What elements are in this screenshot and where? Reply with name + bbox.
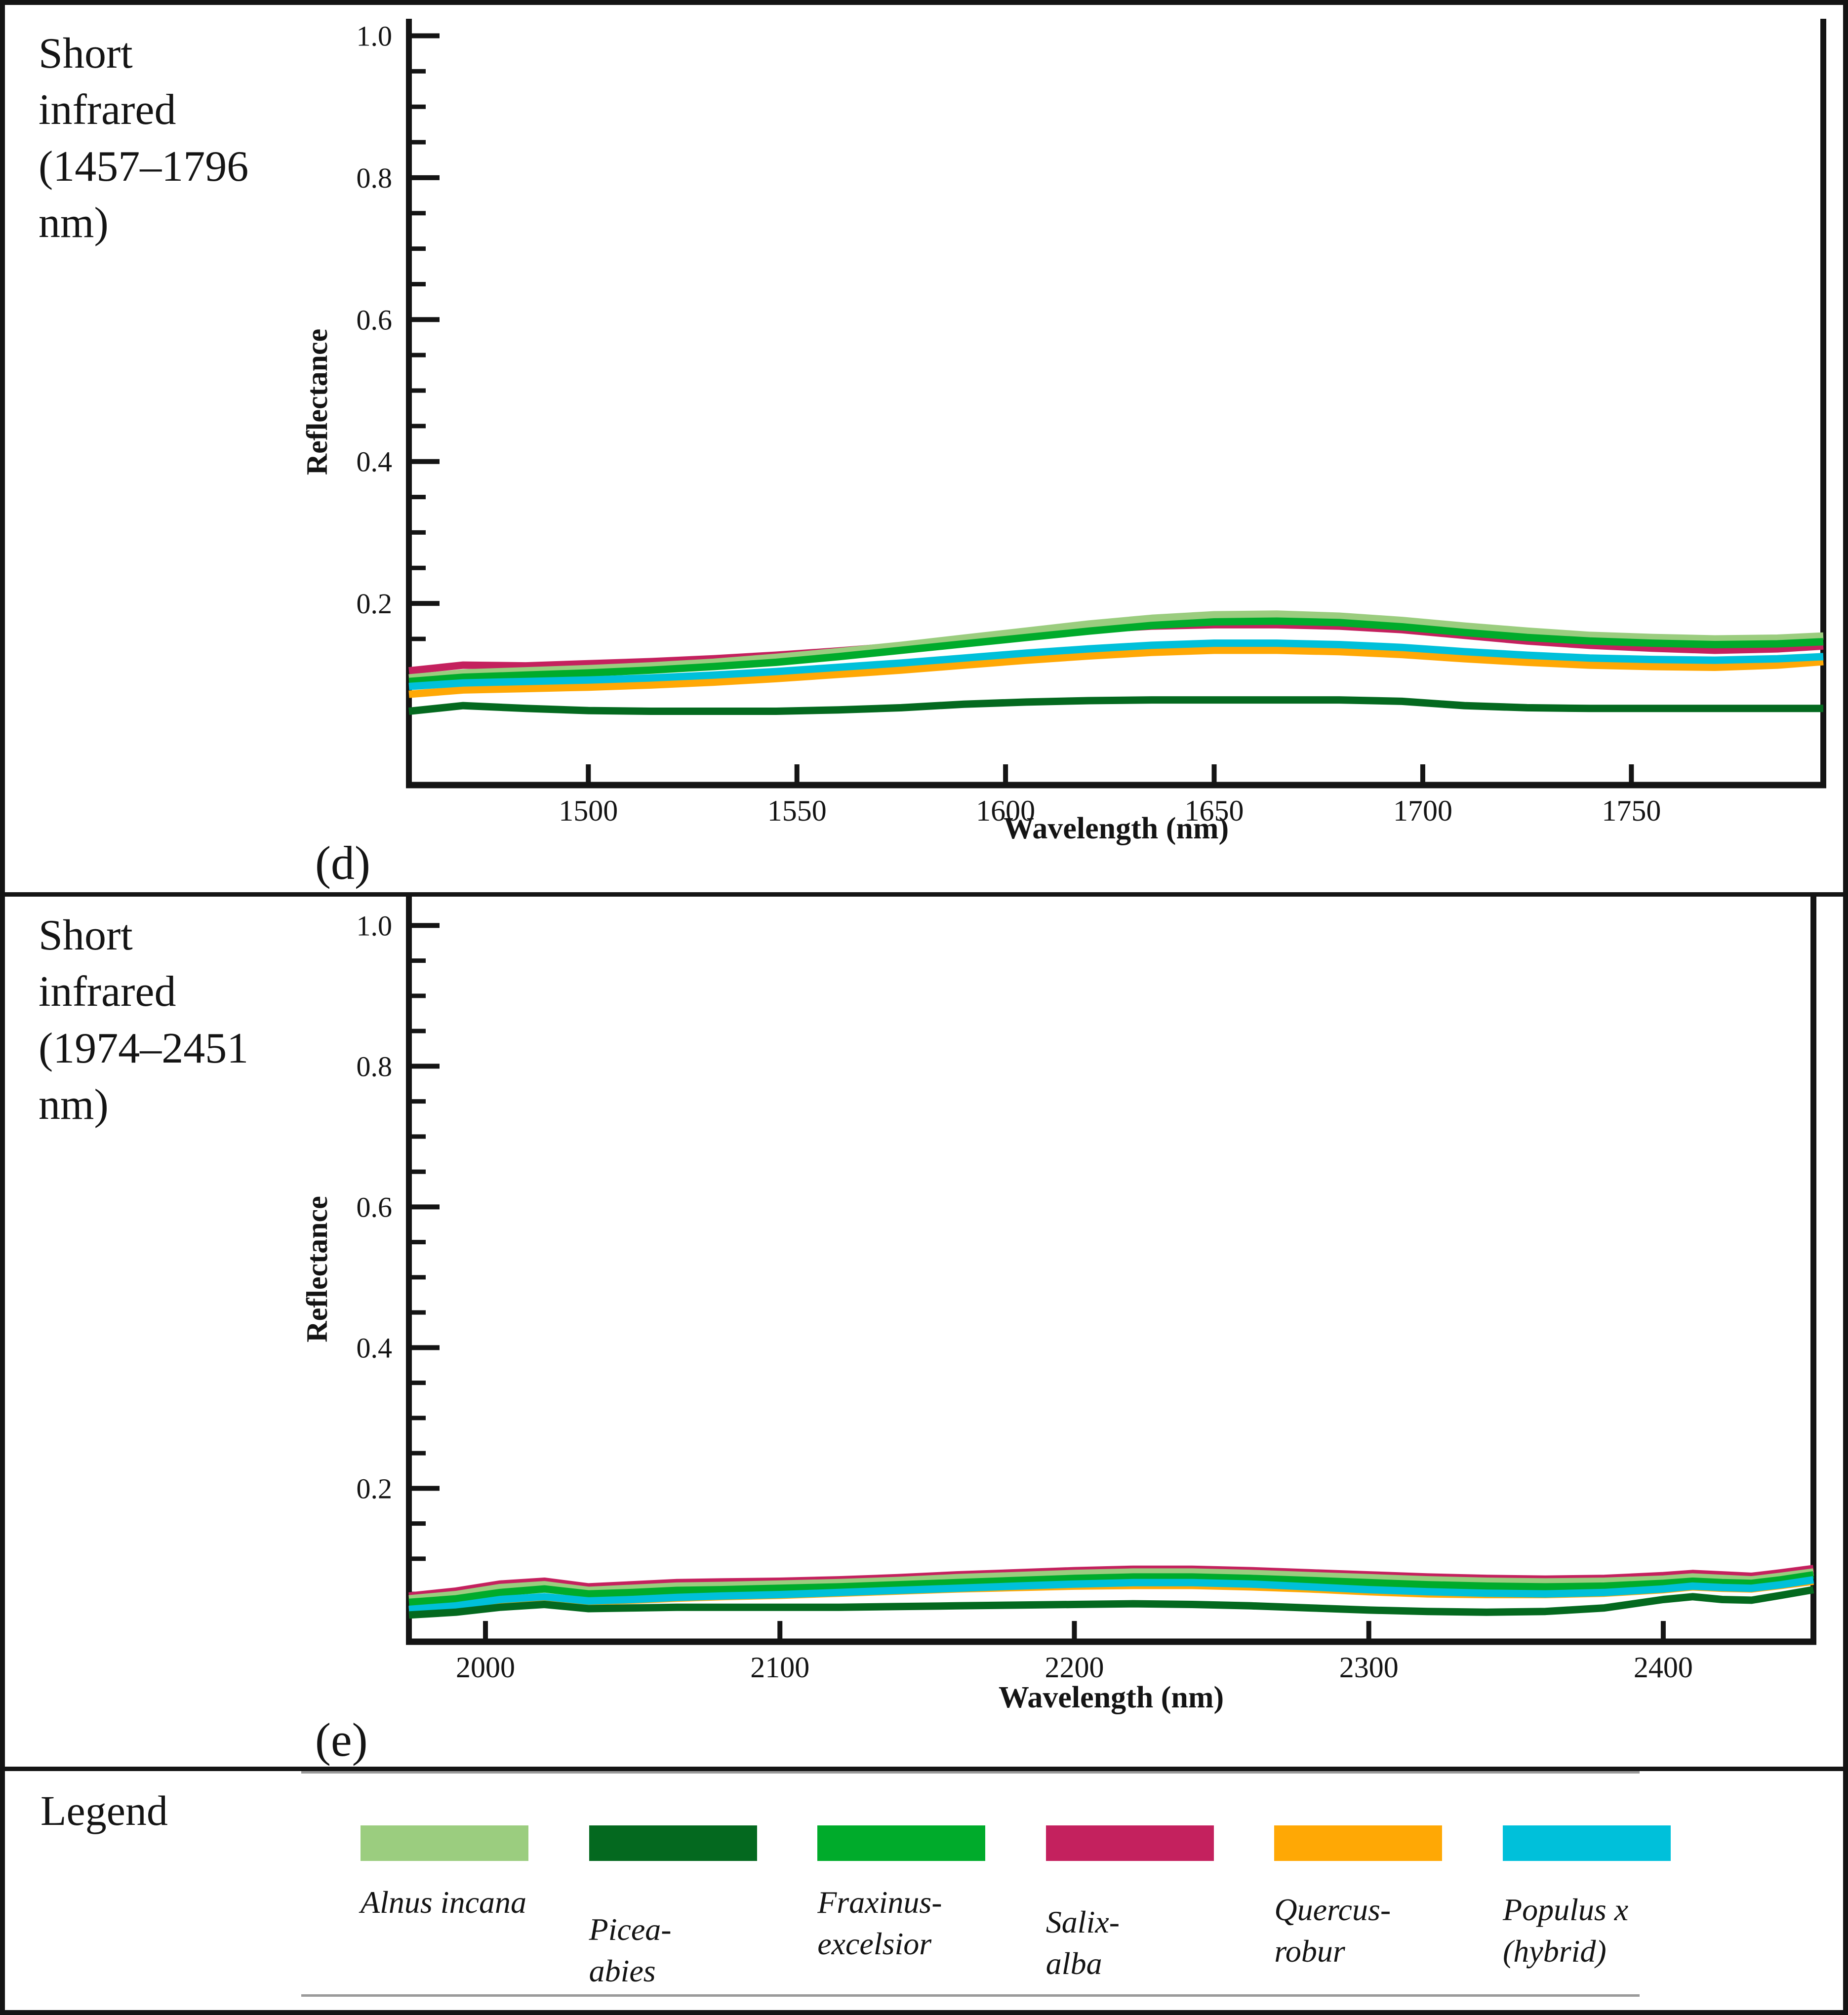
row-divider-1: [5, 892, 1843, 897]
x-axis-tick-label: 1600: [976, 794, 1035, 827]
legend-color-swatch: [361, 1825, 528, 1861]
panel-d-header: Short infrared (1457–1796 nm): [39, 30, 249, 247]
x-axis-title: Wavelength (nm): [999, 1681, 1224, 1714]
series-line-fraxinus-excelsior: [408, 1571, 1814, 1606]
panel-d-letter: (d): [315, 836, 370, 889]
legend-color-swatch: [1274, 1825, 1443, 1861]
x-axis-tick-label: 2200: [1045, 1651, 1104, 1684]
x-axis-tick-label: 1500: [559, 794, 618, 827]
series-line-populus-x-hybrid-: [408, 639, 1824, 690]
legend-label: Salix- alba: [1045, 1904, 1120, 1981]
legend-label: Fraxinus- excelsior: [817, 1885, 942, 1962]
legend-panel: Legend Alnus incana Picea- abies Fraxinus-…: [5, 1771, 1843, 2002]
y-axis-tick-label: 0.6: [357, 1191, 393, 1223]
y-axis-tick-label: 0.4: [357, 446, 393, 478]
series-line-picea-abies: [408, 1586, 1814, 1619]
y-axis-tick-label: 0.8: [357, 162, 393, 194]
legend-items: Alnus incana Picea- abies Fraxinus- excels…: [361, 1825, 1716, 1992]
x-axis-title: Wavelength (nm): [1004, 812, 1229, 845]
legend-label: Alnus incana: [361, 1885, 526, 1920]
legend-label: Picea- abies: [589, 1912, 672, 1989]
x-axis-tick-label: 1550: [767, 794, 827, 827]
legend-title: Legend: [40, 1787, 168, 1834]
series-line-alnus-incana: [408, 1568, 1814, 1603]
y-axis-title: Reflectance: [301, 329, 333, 475]
legend-label: Quercus- robur: [1274, 1892, 1391, 1969]
legend-color-swatch: [589, 1825, 757, 1861]
legend-color-swatch: [817, 1825, 986, 1861]
legend-item-fraxinus-excelsior: Fraxinus- excelsior: [817, 1825, 1031, 1992]
y-axis-tick-label: 0.2: [357, 588, 393, 620]
y-axis-tick-label: 1.0: [357, 20, 393, 52]
series-line-fraxinus-excelsior: [408, 617, 1824, 685]
chart-short-infrared-1457-1796: 1.0 0.8 0.6 0.4 0.2 1500 1550 1600 1650 1700 1750 R…: [301, 19, 1826, 845]
chart-short-infrared-1974-2451: 1.0 0.8 0.6 0.4 0.2 2000 2100 2200 2300 2400 Refle…: [301, 897, 1816, 1714]
y-axis-tick-label: 0.2: [357, 1472, 393, 1504]
legend-item-picea-abies: Picea- abies: [589, 1825, 803, 1992]
x-axis-tick-label: 1750: [1602, 794, 1661, 827]
series-line-quercus-robur: [408, 646, 1824, 698]
y-axis-tick-label: 0.8: [357, 1050, 393, 1082]
legend-item-populus-x-hybrid-: Populus x (hybrid): [1502, 1825, 1716, 1992]
legend-item-salix-alba: Salix- alba: [1045, 1825, 1259, 1992]
legend-strip-bottom-edge: [301, 1994, 1640, 1997]
legend-color-swatch: [1045, 1825, 1214, 1861]
series-line-alnus-incana: [408, 610, 1824, 682]
y-axis-title: Reflectance: [301, 1196, 333, 1342]
y-axis-tick-label: 1.0: [357, 909, 393, 942]
series-line-picea-abies: [408, 696, 1823, 715]
legend-color-swatch: [1502, 1825, 1671, 1861]
row-divider-2: [5, 1767, 1843, 1771]
legend-item-quercus-robur: Quercus- robur: [1274, 1825, 1487, 1992]
series-line-populus-x-hybrid-: [408, 1576, 1814, 1613]
legend-strip-top-edge: [301, 1771, 1640, 1774]
panel-e-header: Short infrared (1974–2451 nm): [39, 911, 249, 1129]
legend-item-alnus-incana: Alnus incana: [361, 1825, 574, 1992]
x-axis-tick-label: 2300: [1339, 1651, 1399, 1684]
legend-label: Populus x (hybrid): [1502, 1892, 1629, 1969]
x-axis-tick-label: 1700: [1393, 794, 1452, 827]
x-axis-tick-label: 2000: [456, 1651, 515, 1684]
y-axis-tick-label: 0.6: [357, 304, 393, 336]
y-axis-tick-label: 0.4: [357, 1332, 393, 1364]
panel-e-letter: (e): [315, 1713, 368, 1766]
x-axis-tick-label: 1650: [1185, 794, 1244, 827]
x-axis-tick-label: 2100: [750, 1651, 809, 1684]
x-axis-tick-label: 2400: [1634, 1651, 1693, 1684]
